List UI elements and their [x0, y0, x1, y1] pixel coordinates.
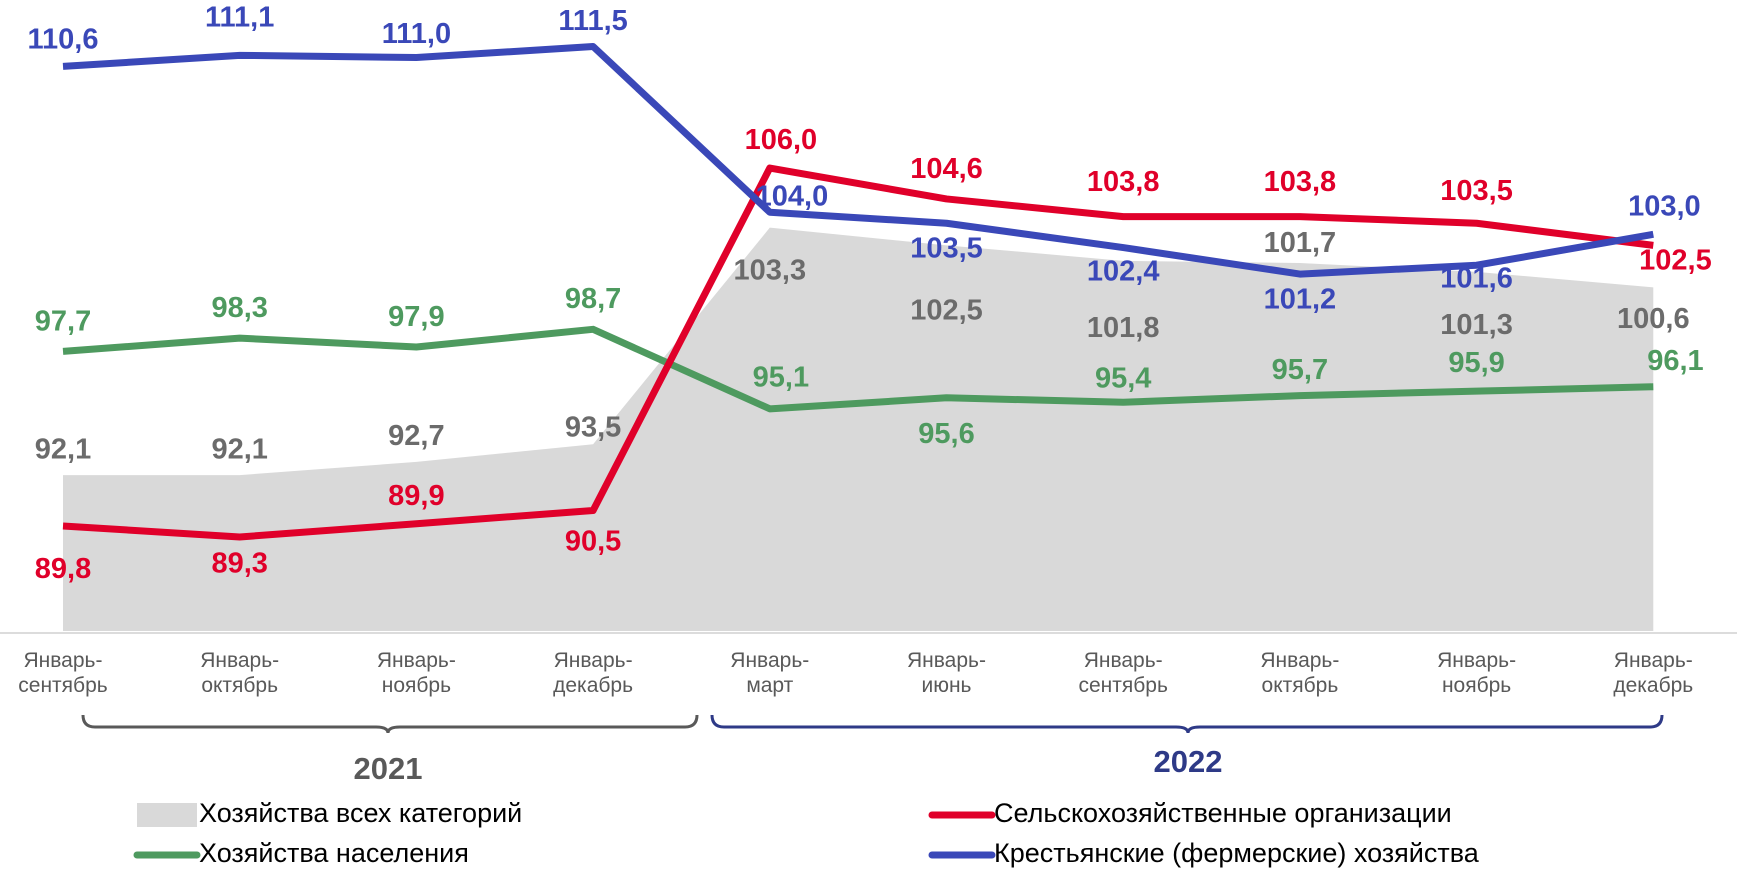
x-tick-label: Январь- март: [730, 649, 810, 697]
data-label: 92,1: [211, 433, 267, 465]
legend-swatch: [137, 803, 197, 827]
data-label: 103,5: [1440, 175, 1513, 207]
data-label: 106,0: [745, 124, 818, 156]
data-label: 103,5: [910, 233, 983, 265]
data-label: 101,2: [1264, 283, 1337, 315]
data-label: 95,7: [1272, 354, 1328, 386]
data-label: 89,8: [35, 553, 91, 585]
data-label: 90,5: [565, 525, 621, 557]
data-label: 97,9: [388, 301, 444, 333]
data-label: 102,4: [1087, 256, 1160, 288]
data-label: 93,5: [565, 411, 621, 443]
line: [62, 164, 1654, 541]
line: [62, 325, 1654, 413]
data-label: 101,7: [1264, 227, 1337, 259]
x-tick-label: Январь- сентябрь: [1078, 649, 1168, 697]
line: [62, 43, 1654, 278]
group-bracket: [710, 714, 1664, 734]
data-label: 92,7: [388, 420, 444, 452]
data-label: 95,6: [918, 418, 974, 450]
data-label: 96,1: [1647, 345, 1703, 377]
data-label: 110,6: [28, 24, 99, 56]
legend-label: Крестьянские (фермерские) хозяйства: [994, 838, 1480, 868]
data-label: 95,1: [753, 362, 809, 394]
data-label: 95,4: [1095, 363, 1151, 395]
data-label: 101,8: [1087, 312, 1160, 344]
data-label: 100,6: [1617, 303, 1690, 335]
legend-label: Хозяйства всех категорий: [199, 798, 522, 828]
data-label: 103,8: [1087, 166, 1160, 198]
x-tick-label: Январь- декабрь: [1613, 649, 1694, 697]
x-tick-label: Январь- сентябрь: [18, 649, 108, 697]
x-tick-label: Январь- октябрь: [1260, 649, 1340, 697]
data-label: 104,0: [756, 180, 829, 212]
data-label: 101,3: [1440, 309, 1513, 341]
data-label: 103,8: [1264, 166, 1337, 198]
data-label: 97,7: [35, 305, 91, 337]
legend-label: Хозяйства населения: [199, 838, 469, 868]
data-label: 104,6: [910, 153, 983, 185]
group-label: 2021: [354, 751, 423, 786]
data-label: 103,0: [1628, 190, 1701, 222]
data-label: 101,6: [1440, 262, 1513, 294]
data-label: 103,3: [734, 255, 807, 287]
area: [63, 227, 1654, 632]
legend-label: Сельскохозяйственные организации: [994, 798, 1452, 828]
x-tick-label: Январь- октябрь: [200, 649, 280, 697]
data-label: 102,5: [910, 294, 983, 326]
data-label: 89,3: [211, 547, 267, 579]
data-label: 111,0: [382, 18, 451, 50]
data-label: 92,1: [35, 433, 91, 465]
x-tick-label: Январь- декабрь: [553, 649, 634, 697]
data-label: 102,5: [1639, 245, 1712, 277]
data-label: 98,3: [211, 292, 267, 324]
data-label: 111,5: [558, 5, 627, 37]
x-tick-label: Январь- ноябрь: [376, 649, 456, 697]
x-tick-label: Январь- июнь: [907, 649, 986, 697]
data-label: 111,1: [205, 1, 274, 33]
group-bracket: [81, 714, 699, 734]
x-tick-label: Январь- ноябрь: [1437, 649, 1517, 697]
data-label: 89,9: [388, 480, 444, 512]
group-label: 2022: [1154, 744, 1223, 779]
data-label: 95,9: [1448, 347, 1504, 379]
data-label: 98,7: [565, 283, 621, 315]
